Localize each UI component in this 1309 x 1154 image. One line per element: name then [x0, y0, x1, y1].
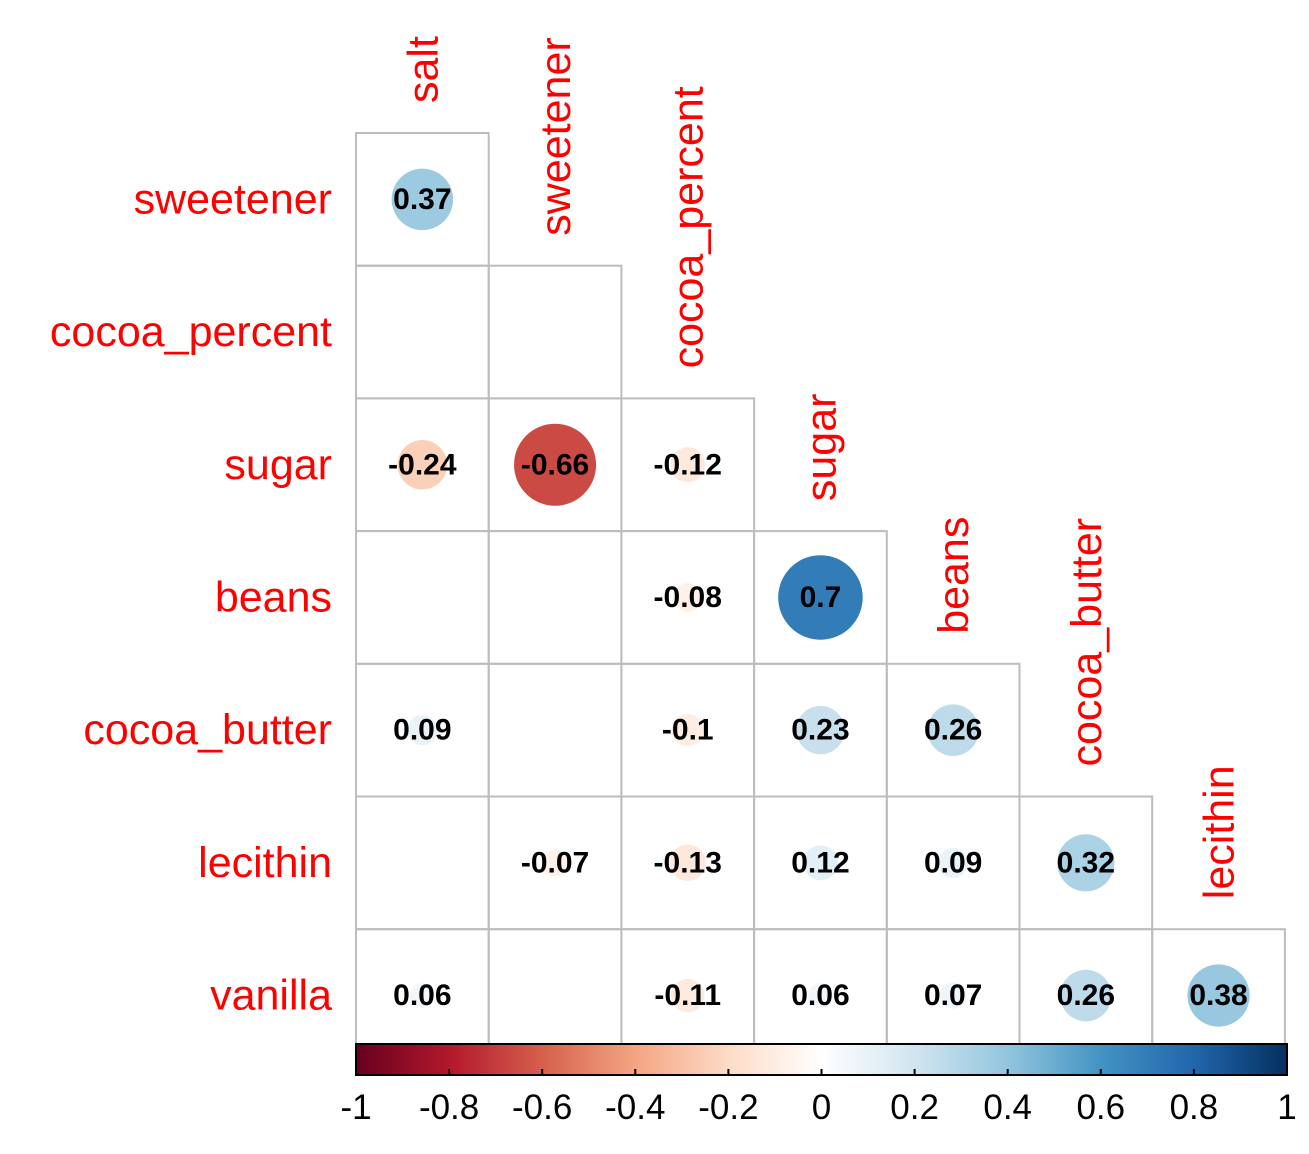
correlation-value: 0.09: [924, 846, 982, 879]
correlation-value: 0.06: [393, 979, 451, 1012]
correlation-value: 0.12: [791, 846, 849, 879]
grid-cell: [355, 264, 490, 400]
correlation-value: 0.38: [1189, 979, 1247, 1012]
correlation-value: -0.13: [654, 846, 722, 879]
column-label: lecithin: [1196, 765, 1244, 899]
correlation-value: 0.06: [791, 979, 849, 1012]
correlation-circle: [1057, 834, 1115, 892]
correlation-value: -0.07: [521, 846, 589, 879]
correlation-circle: [938, 847, 969, 878]
colorbar-tick-label: -0.4: [605, 1088, 665, 1127]
correlation-value: 0.23: [791, 714, 849, 747]
row-label: beans: [215, 573, 332, 621]
grid-cell: [355, 530, 490, 665]
correlation-value: -0.24: [388, 448, 457, 481]
correlation-circle: [802, 845, 838, 881]
correlation-circle: [541, 849, 569, 877]
colorbar-tick-label: 0.4: [983, 1088, 1032, 1127]
colorbar-tick-label: 0.2: [890, 1088, 939, 1127]
colorbar-tick-label: 1: [1277, 1088, 1296, 1127]
correlation-value: 0.32: [1057, 846, 1115, 879]
correlation-value: -0.12: [654, 448, 722, 481]
column-label: sugar: [797, 394, 845, 502]
column-label: cocoa_percent: [665, 86, 713, 368]
row-label: cocoa_percent: [50, 308, 332, 356]
column-label: beans: [930, 517, 978, 634]
column-label: salt: [399, 36, 447, 103]
colorbar-tick-label: -0.6: [512, 1088, 572, 1127]
correlation-value: 0.37: [393, 183, 451, 216]
correlation-value: -0.08: [654, 581, 722, 614]
correlation-circle: [1060, 969, 1112, 1022]
grid-cell: [487, 530, 623, 665]
grid-cell: [487, 264, 623, 400]
colorbar-tick-label: 0.8: [1170, 1088, 1219, 1127]
correlation-circle: [409, 983, 435, 1008]
correlation-circle: [939, 982, 967, 1009]
grid-cell: [487, 662, 623, 798]
colorbar-tick-label: 0.6: [1076, 1088, 1125, 1127]
correlation-circle: [397, 440, 448, 490]
column-label: cocoa_butter: [1063, 518, 1111, 767]
correlation-circle: [796, 705, 845, 755]
colorbar-tick-label: -0.2: [698, 1088, 758, 1127]
correlation-circle: [514, 423, 597, 506]
correlation-circle: [1187, 964, 1250, 1027]
correlation-circle: [670, 447, 706, 483]
grid: [355, 132, 1286, 1063]
correlation-value: 0.07: [924, 979, 982, 1012]
correlation-value: -0.1: [662, 714, 714, 747]
correlation-circle: [778, 555, 863, 640]
grid-cell: [487, 928, 623, 1063]
colorbar: -1 -0.8 -0.6 -0.4 -0.2 0 0.2 0.4 0.6 0.8 1: [340, 1043, 1297, 1127]
correlation-circles: [391, 168, 1250, 1027]
grid-cell: [355, 795, 490, 931]
row-label: sweetener: [134, 175, 332, 223]
correlation-circle: [673, 583, 703, 612]
correlation-value: 0.7: [800, 581, 842, 614]
correlation-circle: [391, 168, 454, 231]
colorbar-tick-label: 0: [812, 1088, 831, 1127]
correlation-circle: [671, 978, 705, 1013]
column-label: sweetener: [532, 37, 580, 235]
correlation-circle: [927, 704, 979, 756]
colorbar-tick-label: -1: [340, 1088, 371, 1127]
row-label: sugar: [224, 441, 332, 489]
correlation-circle: [671, 714, 704, 747]
correlation-value: 0.26: [1057, 979, 1115, 1012]
correlation-value: 0.09: [393, 714, 451, 747]
correlation-circle: [808, 983, 833, 1008]
correlation-circle: [407, 715, 438, 746]
correlation-values: 0.37 -0.24 -0.66 -0.12 -0.08 0.7 0.09 -0.1 0.23 0…: [388, 183, 1248, 1012]
correlation-value: -0.11: [654, 979, 721, 1012]
correlation-value: -0.66: [521, 448, 589, 481]
correlation-circle: [669, 844, 706, 882]
colorbar-ticks: -1 -0.8 -0.6 -0.4 -0.2 0 0.2 0.4 0.6 0.8 1: [340, 1069, 1297, 1127]
colorbar-tick-label: -0.8: [419, 1088, 479, 1127]
row-label: cocoa_butter: [83, 706, 332, 754]
row-label: lecithin: [198, 839, 332, 887]
row-label: vanilla: [210, 972, 332, 1020]
correlation-value: 0.26: [924, 714, 982, 747]
